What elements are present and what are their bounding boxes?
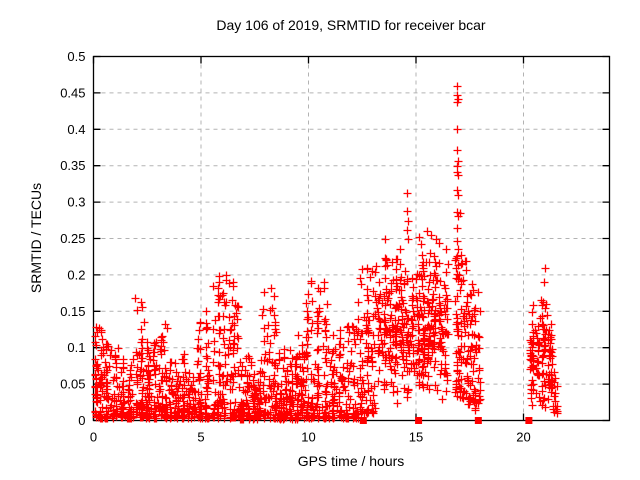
x-tick-label: 20 bbox=[516, 430, 530, 445]
y-tick-label: 0.15 bbox=[60, 304, 85, 319]
y-tick-label: 0.05 bbox=[60, 377, 85, 392]
y-tick-label: 0.5 bbox=[67, 49, 85, 64]
x-tick-label: 10 bbox=[301, 430, 315, 445]
y-tick-label: 0.45 bbox=[60, 85, 85, 100]
scatter-points-series bbox=[91, 82, 562, 424]
y-tick-label: 0.25 bbox=[60, 231, 85, 246]
x-tick-label: 0 bbox=[90, 430, 97, 445]
baseline-square-markers bbox=[359, 417, 533, 424]
y-tick-label: 0.4 bbox=[67, 122, 85, 137]
y-tick-label: 0.35 bbox=[60, 158, 85, 173]
y-tick-label: 0 bbox=[78, 413, 85, 428]
y-axis-label: SRMTID / TECUs bbox=[28, 183, 44, 293]
x-tick-label: 5 bbox=[197, 430, 204, 445]
y-tick-label: 0.2 bbox=[67, 267, 85, 282]
y-tick-label: 0.1 bbox=[67, 340, 85, 355]
x-tick-label: 15 bbox=[409, 430, 423, 445]
y-tick-label: 0.3 bbox=[67, 195, 85, 210]
tick-labels: 0 5 10 15 20 0 0.05 0.1 0.15 0.2 0.25 0.3 0.35 0.4 0.4… bbox=[60, 49, 531, 445]
chart-title: Day 106 of 2019, SRMTID for receiver bca… bbox=[216, 17, 486, 33]
x-axis-label: GPS time / hours bbox=[298, 453, 405, 469]
